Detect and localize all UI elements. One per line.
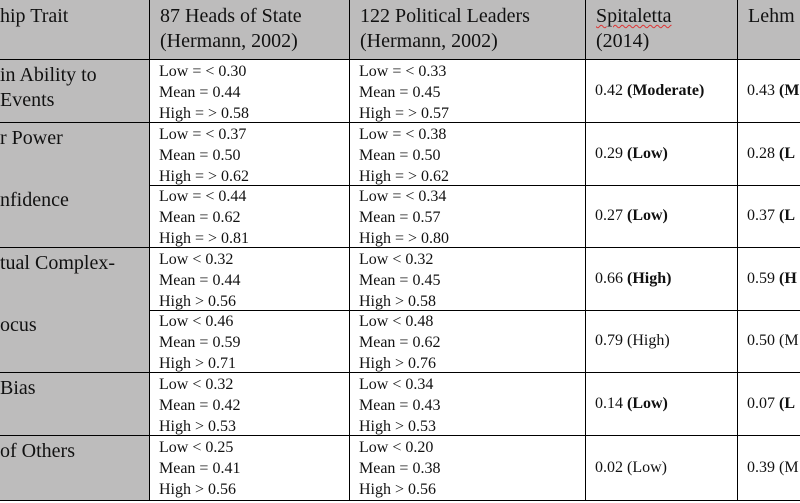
political-leaders-cell: Low = < 0.34 Mean = 0.57 High = > 0.80 (350, 185, 586, 248)
lehman-cell: 0.59 (H (738, 248, 800, 311)
heads-of-state-values: Low < 0.32 Mean = 0.42 High > 0.53 (159, 376, 241, 435)
heads-of-state-values: Low < 0.46 Mean = 0.59 High > 0.71 (159, 313, 241, 372)
spitaletta-cell: 0.79 (High) (586, 310, 738, 373)
table-row: in Ability to Events Low = < 0.30 Mean =… (0, 60, 800, 123)
header-leaders-cell: 122 Political Leaders (Hermann, 2002) (350, 0, 586, 60)
spitaletta-score: 0.29 (Low) (595, 145, 668, 162)
spitaletta-score: 0.42 (Moderate) (595, 82, 705, 99)
lehman-score: 0.39 (M (747, 459, 799, 476)
heads-of-state-cell: Low < 0.32 Mean = 0.44 High > 0.56 (150, 248, 350, 311)
political-leaders-values: Low = < 0.34 Mean = 0.57 High = > 0.80 (359, 188, 450, 247)
spitaletta-cell: 0.42 (Moderate) (586, 60, 738, 123)
table-row: tual Complex- Low < 0.32 Mean = 0.44 Hig… (0, 248, 800, 311)
spitaletta-score: 0.14 (Low) (595, 395, 668, 412)
header-spitaletta: Spitaletta (2014) (596, 5, 672, 52)
lehman-score: 0.59 (H (747, 270, 797, 287)
header-political-leaders: 122 Political Leaders (Hermann, 2002) (360, 5, 530, 52)
lehman-cell: 0.39 (M (738, 436, 800, 501)
trait-label: ocus (0, 314, 37, 336)
heads-of-state-cell: Low < 0.25 Mean = 0.41 High > 0.56 (150, 436, 350, 501)
trait-cell: of Others (0, 436, 150, 501)
heads-of-state-values: Low = < 0.44 Mean = 0.62 High = > 0.81 (159, 188, 250, 247)
lehman-score: 0.50 (M (747, 332, 799, 349)
heads-of-state-values: Low < 0.25 Mean = 0.41 High > 0.56 (159, 439, 241, 498)
political-leaders-values: Low < 0.32 Mean = 0.45 High > 0.58 (359, 251, 441, 310)
trait-label: nfidence (0, 189, 69, 211)
header-trait-cell: hip Trait (0, 0, 150, 60)
trait-label: tual Complex- (0, 252, 115, 274)
spitaletta-score: 0.02 (Low) (595, 459, 667, 476)
lehman-cell: 0.50 (M (738, 310, 800, 373)
header-heads-of-state: 87 Heads of State (Hermann, 2002) (160, 5, 302, 52)
heads-of-state-cell: Low < 0.32 Mean = 0.42 High > 0.53 (150, 373, 350, 436)
lehman-score: 0.07 (L (747, 395, 795, 412)
heads-of-state-values: Low = < 0.30 Mean = 0.44 High = > 0.58 (159, 63, 250, 122)
political-leaders-values: Low < 0.48 Mean = 0.62 High > 0.76 (359, 313, 441, 372)
header-trait: hip Trait (0, 5, 69, 27)
political-leaders-cell: Low < 0.48 Mean = 0.62 High > 0.76 (350, 310, 586, 373)
table-row: Bias Low < 0.32 Mean = 0.42 High > 0.53 … (0, 373, 800, 436)
spitaletta-cell: 0.02 (Low) (586, 436, 738, 501)
trait-cell: tual Complex- (0, 248, 150, 311)
political-leaders-values: Low = < 0.38 Mean = 0.50 High = > 0.62 (359, 126, 450, 185)
trait-label: Bias (0, 377, 36, 399)
political-leaders-cell: Low < 0.20 Mean = 0.38 High > 0.56 (350, 436, 586, 501)
lehman-score: 0.43 (M (747, 82, 800, 99)
header-lehman-cell: Lehm (738, 0, 800, 60)
header-heads-cell: 87 Heads of State (Hermann, 2002) (150, 0, 350, 60)
heads-of-state-values: Low = < 0.37 Mean = 0.50 High = > 0.62 (159, 126, 250, 185)
heads-of-state-cell: Low = < 0.30 Mean = 0.44 High = > 0.58 (150, 60, 350, 123)
political-leaders-values: Low < 0.34 Mean = 0.43 High > 0.53 (359, 376, 441, 435)
table-row: r Power Low = < 0.37 Mean = 0.50 High = … (0, 123, 800, 186)
political-leaders-cell: Low < 0.32 Mean = 0.45 High > 0.58 (350, 248, 586, 311)
political-leaders-cell: Low < 0.34 Mean = 0.43 High > 0.53 (350, 373, 586, 436)
table-row: ocus Low < 0.46 Mean = 0.59 High > 0.71 … (0, 310, 800, 373)
trait-label: r Power (0, 127, 63, 149)
political-leaders-values: Low < 0.20 Mean = 0.38 High > 0.56 (359, 439, 441, 498)
spitaletta-score: 0.27 (Low) (595, 207, 668, 224)
header-lehman: Lehm (748, 5, 795, 27)
heads-of-state-values: Low < 0.32 Mean = 0.44 High > 0.56 (159, 251, 241, 310)
spitaletta-score: 0.79 (High) (595, 332, 670, 349)
political-leaders-cell: Low = < 0.38 Mean = 0.50 High = > 0.62 (350, 123, 586, 186)
spitaletta-cell: 0.29 (Low) (586, 123, 738, 186)
political-leaders-cell: Low = < 0.33 Mean = 0.45 High = > 0.57 (350, 60, 586, 123)
trait-cell: Bias (0, 373, 150, 436)
heads-of-state-cell: Low = < 0.37 Mean = 0.50 High = > 0.62 (150, 123, 350, 186)
table-row: nfidence Low = < 0.44 Mean = 0.62 High =… (0, 185, 800, 248)
lehman-cell: 0.43 (M (738, 60, 800, 123)
spitaletta-cell: 0.27 (Low) (586, 185, 738, 248)
trait-cell: nfidence (0, 185, 150, 248)
table-row: of Others Low < 0.25 Mean = 0.41 High > … (0, 436, 800, 501)
lehman-cell: 0.28 (L (738, 123, 800, 186)
heads-of-state-cell: Low < 0.46 Mean = 0.59 High > 0.71 (150, 310, 350, 373)
spitaletta-cell: 0.14 (Low) (586, 373, 738, 436)
trait-cell: r Power (0, 123, 150, 186)
heads-of-state-cell: Low = < 0.44 Mean = 0.62 High = > 0.81 (150, 185, 350, 248)
political-leaders-values: Low = < 0.33 Mean = 0.45 High = > 0.57 (359, 63, 450, 122)
lehman-cell: 0.37 (L (738, 185, 800, 248)
trait-label: in Ability to Events (0, 64, 97, 111)
spitaletta-cell: 0.66 (High) (586, 248, 738, 311)
trait-label: of Others (0, 440, 75, 462)
header-row: hip Trait 87 Heads of State (Hermann, 20… (0, 0, 800, 60)
header-spitaletta-cell: Spitaletta (2014) (586, 0, 738, 60)
trait-cell: ocus (0, 310, 150, 373)
spitaletta-score: 0.66 (High) (595, 270, 672, 287)
lehman-score: 0.37 (L (747, 207, 795, 224)
lehman-score: 0.28 (L (747, 145, 795, 162)
trait-cell: in Ability to Events (0, 60, 150, 123)
lehman-cell: 0.07 (L (738, 373, 800, 436)
